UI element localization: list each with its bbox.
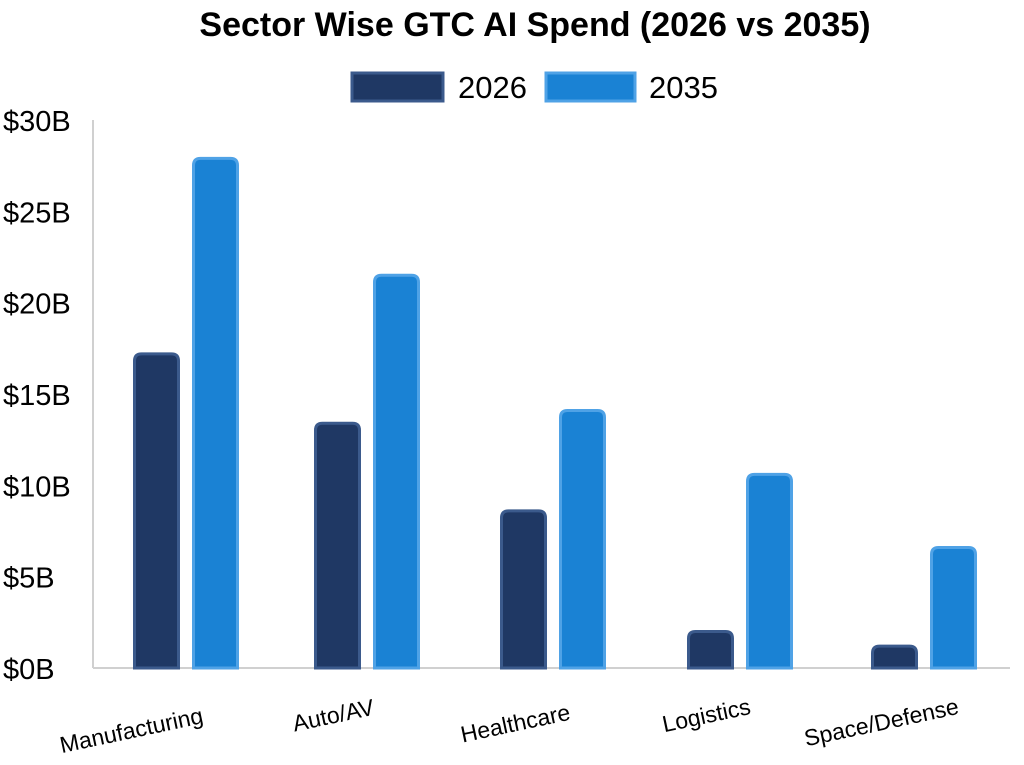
axes: $0B $5B $10B $15B $20B $25B $30B [3, 106, 1010, 686]
y-tick-label: $30B [3, 106, 71, 138]
bar-2026-space-defense [871, 644, 918, 670]
legend-swatch [544, 71, 637, 103]
bar-2026-healthcare [500, 509, 547, 670]
legend-swatch [350, 71, 445, 103]
chart-title: Sector Wise GTC AI Spend (2026 vs 2035) [199, 6, 870, 44]
legend: 2026 2035 [350, 70, 718, 105]
bar-2035-logistics [746, 472, 793, 670]
bar-2026-auto-av [314, 421, 361, 670]
legend-label: 2035 [649, 70, 718, 105]
x-tick-label: Manufacturing [57, 702, 205, 758]
bars [133, 156, 977, 670]
bar-2035-space-defense [930, 545, 977, 670]
x-tick-label: Healthcare [458, 699, 572, 748]
y-tick-label: $10B [3, 471, 71, 503]
x-tick-label: Auto/AV [290, 694, 377, 737]
x-tick-labels: Manufacturing Auto/AV Healthcare Logistics S… [57, 693, 961, 758]
legend-label: 2026 [458, 70, 527, 105]
bar-2026-logistics [687, 629, 734, 670]
y-tick-label: $15B [3, 380, 71, 412]
y-tick-label: $5B [3, 563, 55, 595]
y-tick-label: $0B [3, 654, 55, 686]
y-tick-label: $25B [3, 197, 71, 229]
x-tick-label: Space/Defense [802, 693, 961, 751]
bar-2035-healthcare [559, 408, 606, 670]
bar-2035-auto-av [373, 273, 420, 670]
x-tick-label: Logistics [660, 693, 753, 737]
y-tick-label: $20B [3, 289, 71, 321]
bar-2035-manufacturing [192, 156, 239, 670]
bar-2026-manufacturing [133, 352, 180, 670]
